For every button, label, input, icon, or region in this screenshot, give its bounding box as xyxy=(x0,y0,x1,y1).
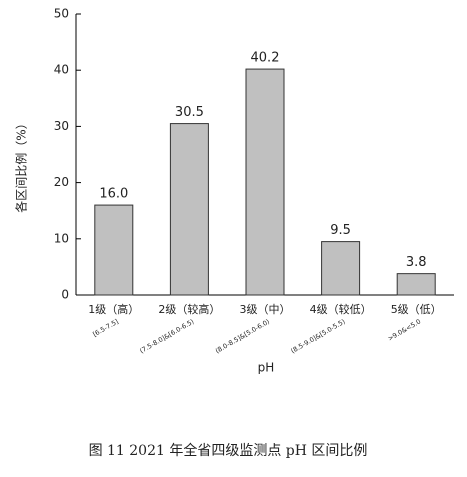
bar xyxy=(94,204,134,296)
x-tick-sublabel: [6.5-7.5] xyxy=(91,318,119,339)
y-tick-label: 20 xyxy=(54,175,69,189)
value-label: 30.5 xyxy=(175,105,204,120)
y-axis-label: 各区间比例（%） xyxy=(14,117,29,212)
x-tick-label: 3级（中） xyxy=(240,303,291,316)
y-tick-label: 50 xyxy=(54,7,69,21)
y-tick-label: 10 xyxy=(54,231,69,245)
x-tick-label: 2级（较高） xyxy=(158,302,220,316)
x-tick-label: 1级（高） xyxy=(88,302,139,316)
bar xyxy=(245,68,285,296)
value-label: 3.8 xyxy=(406,255,427,270)
x-tick-label: 5级（低） xyxy=(391,303,442,316)
y-tick-label: 40 xyxy=(54,63,69,77)
bar xyxy=(169,123,209,296)
x-tick-label: 4级（较低） xyxy=(310,302,372,316)
x-tick-sublabel: (8.0-8.5]&[5.0-6.0) xyxy=(214,318,271,356)
y-tick-label: 30 xyxy=(54,119,69,133)
value-label: 9.5 xyxy=(330,223,351,238)
x-tick-sublabel: (7.5-8.0]&[6.0-6.5) xyxy=(138,318,195,356)
y-tick-label: 0 xyxy=(61,288,69,302)
bar xyxy=(396,273,436,296)
value-label: 40.2 xyxy=(251,51,280,66)
bar xyxy=(321,241,361,296)
x-axis-label: pH xyxy=(258,361,275,375)
value-label: 16.0 xyxy=(99,187,128,202)
caption: 图 11 2021 年全省四级监测点 pH 区间比例 xyxy=(89,442,368,459)
x-tick-sublabel: >9.0&<5.0 xyxy=(386,318,422,343)
x-tick-sublabel: (8.5-9.0]&[5.0-5.5) xyxy=(290,318,347,356)
